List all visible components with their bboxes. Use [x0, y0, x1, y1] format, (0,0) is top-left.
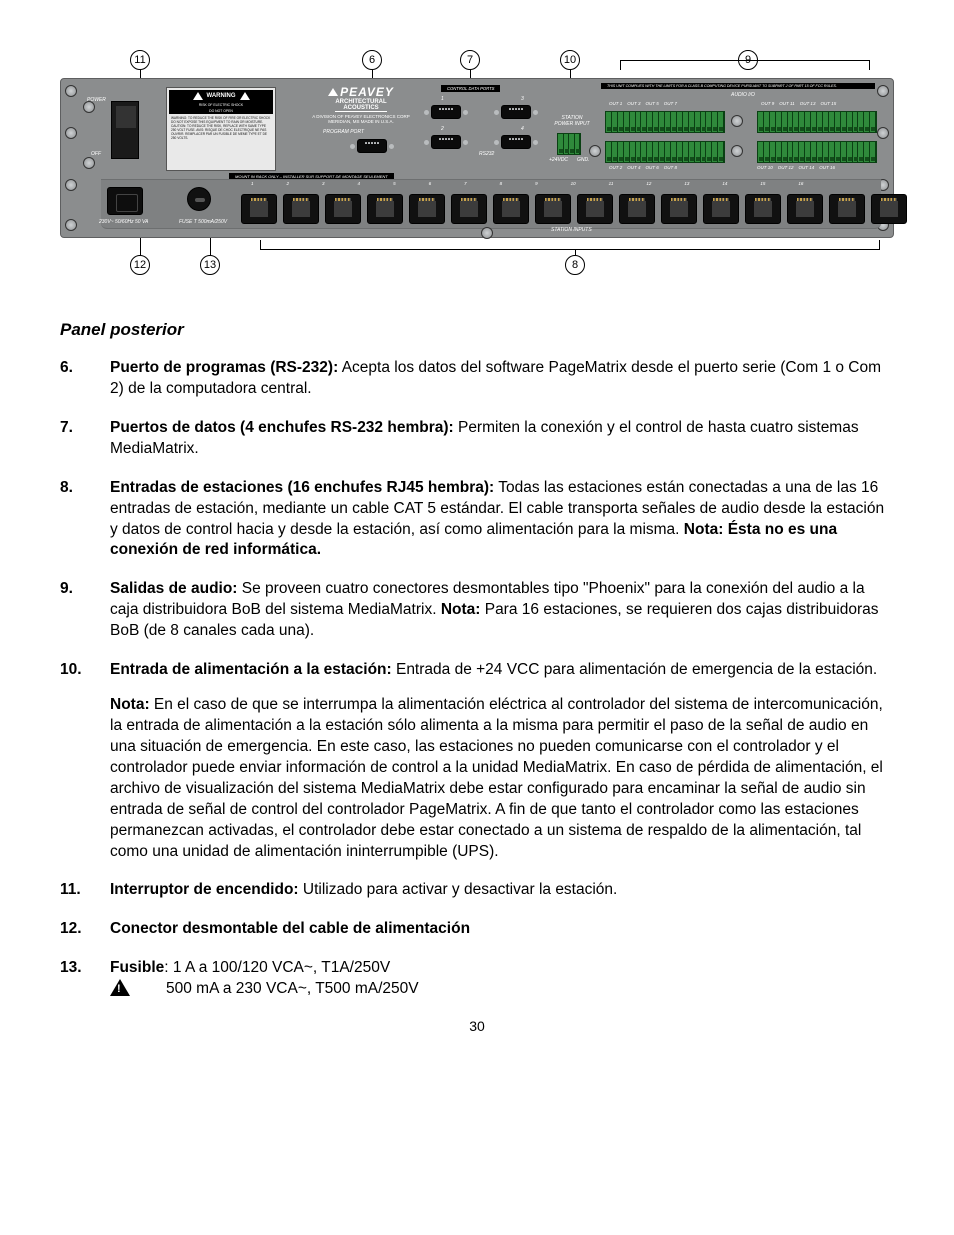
item-11: 11. Interruptor de encendido: Utilizado …	[60, 880, 894, 901]
item-10: 10. Entrada de alimentación a la estació…	[60, 660, 894, 862]
data-port-2	[431, 135, 461, 149]
iec-inlet	[107, 187, 143, 215]
callout-10: 10	[560, 50, 580, 70]
power-switch	[111, 101, 139, 159]
program-port	[357, 139, 387, 153]
item-num: 12.	[60, 919, 110, 940]
label-rs232: RS232	[479, 151, 494, 157]
label-p4: 4	[521, 126, 524, 132]
label-mains: 230V~ 50/60Hz 50 VA	[99, 219, 148, 225]
page-number: 30	[60, 1018, 894, 1034]
callout-7: 7	[460, 50, 480, 70]
data-port-3	[501, 105, 531, 119]
label-control-ports: CONTROL DATA PORTS	[441, 85, 500, 92]
item-term: Interruptor de encendido:	[110, 881, 299, 898]
item-8: 8. Entradas de estaciones (16 enchufes R…	[60, 478, 894, 562]
warning-plate: WARNING RISK OF ELECTRIC SHOCK DO NOT OP…	[166, 87, 276, 171]
warn-body: WARNING: TO REDUCE THE RISK OF FIRE OR E…	[169, 114, 273, 142]
item-12: 12. Conector desmontable del cable de al…	[60, 919, 894, 940]
item-num: 13.	[60, 958, 110, 1000]
label-power: POWER	[87, 97, 106, 103]
item-9: 9. Salidas de audio: Se proveen cuatro c…	[60, 579, 894, 642]
station-power-connector	[557, 133, 581, 155]
brand-sub2: ACOUSTICS	[335, 105, 386, 112]
item-line2: 500 mA a 230 VCA~, T500 mA/250V	[166, 980, 419, 997]
item-term: Entrada de alimentación a la estación:	[110, 661, 392, 678]
label-fuse: FUSE T 500mA/250V	[179, 219, 227, 225]
callout-13: 13	[200, 255, 220, 275]
item-bold-mid: Nota:	[441, 601, 481, 618]
label-program-port: PROGRAM PORT	[323, 129, 364, 135]
label-p1: 1	[441, 96, 444, 102]
data-port-4	[501, 135, 531, 149]
out-labels-b: OUT 9OUT 11OUT 13OUT 15	[761, 101, 836, 106]
audio-out-a-top	[605, 111, 725, 133]
item-7: 7. Puertos de datos (4 enchufes RS-232 h…	[60, 418, 894, 460]
item-term: Puerto de programas (RS-232):	[110, 359, 338, 376]
station-numbers: 12345678910111213141516	[251, 181, 803, 186]
label-24v: +24VDC	[549, 157, 568, 163]
audio-out-b-top	[757, 111, 877, 133]
item-6: 6. Puerto de programas (RS-232): Acepta …	[60, 358, 894, 400]
item-13: 13. Fusible: 1 A a 100/120 VCA~, T1A/250…	[60, 958, 894, 1000]
item-num: 7.	[60, 418, 110, 460]
label-p3: 3	[521, 96, 524, 102]
fuse-holder	[187, 187, 211, 211]
label-off: OFF	[91, 151, 101, 157]
item-text: : 1 A a 100/120 VCA~, T1A/250V	[164, 959, 390, 976]
item-term: Puertos de datos (4 enchufes RS-232 hemb…	[110, 419, 454, 436]
item-term: Fusible	[110, 959, 164, 976]
definitions-list: 6. Puerto de programas (RS-232): Acepta …	[60, 358, 894, 1000]
item-num: 6.	[60, 358, 110, 400]
label-station-inputs: STATION INPUTS	[551, 227, 592, 233]
label-fcc: THIS UNIT COMPLIES WITH THE LIMITS FOR A…	[601, 83, 875, 89]
item-num: 8.	[60, 478, 110, 562]
warning-icon	[110, 979, 130, 996]
callout-12: 12	[130, 255, 150, 275]
brand-logo: PEAVEY	[340, 85, 394, 99]
item-term: Entradas de estaciones (16 enchufes RJ45…	[110, 479, 494, 496]
out-labels-a: OUT 1OUT 3OUT 5OUT 7	[609, 101, 677, 106]
note-lead: Nota:	[110, 696, 150, 713]
item-num: 11.	[60, 880, 110, 901]
callout-8: 8	[565, 255, 585, 275]
data-port-1	[431, 105, 461, 119]
item-num: 10.	[60, 660, 110, 862]
rear-panel-diagram: 11 6 7 10 9 12 13 8	[60, 30, 894, 280]
audio-out-a-bot	[605, 141, 725, 163]
callout-6: 6	[362, 50, 382, 70]
item-text: Utilizado para activar y desactivar la e…	[299, 881, 618, 898]
label-p2: 2	[441, 126, 444, 132]
brand-block: PEAVEY ARCHITECTURAL ACOUSTICS A DIVISIO…	[291, 85, 431, 124]
section-title: Panel posterior	[60, 320, 894, 340]
label-station-power: STATION POWER INPUT	[553, 115, 591, 127]
brand-sub4: MERIDIAN, MS MADE IN U.S.A.	[291, 119, 431, 124]
callout-11: 11	[130, 50, 150, 70]
station-inputs-row	[241, 194, 907, 224]
audio-out-b-bot	[757, 141, 877, 163]
exclaim-icon	[240, 92, 250, 100]
panel-body: POWER OFF WARNING RISK OF ELECTRIC SHOCK…	[60, 78, 894, 238]
label-gnd: GND.	[577, 157, 590, 163]
note-body: En el caso de que se interrumpa la alime…	[110, 696, 883, 859]
warning-title: WARNING	[207, 93, 236, 99]
item-term: Conector desmontable del cable de alimen…	[110, 920, 470, 937]
item-num: 9.	[60, 579, 110, 642]
out-labels-b2: OUT 10OUT 12OUT 14OUT 16	[757, 165, 835, 170]
label-audio-io: AUDIO I/O	[731, 92, 755, 98]
item-term: Salidas de audio:	[110, 580, 237, 597]
item-text: Entrada de +24 VCC para alimentación de …	[392, 661, 878, 678]
out-labels-a2: OUT 2OUT 4OUT 6OUT 8	[609, 165, 677, 170]
bolt-icon	[193, 92, 203, 100]
